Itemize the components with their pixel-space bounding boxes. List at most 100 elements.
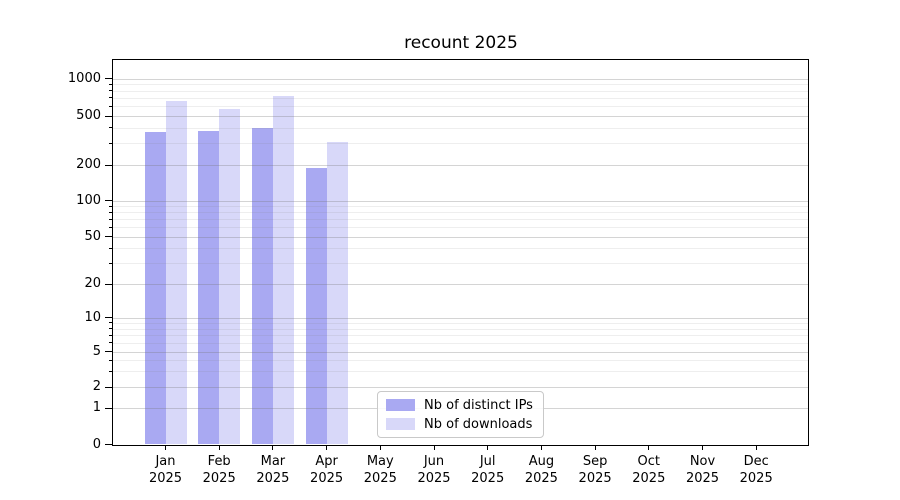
bar-downloads	[272, 95, 294, 445]
minor-gridline	[113, 212, 808, 214]
y-minor-tick	[109, 226, 112, 228]
y-minor-tick	[109, 370, 112, 372]
legend-item-downloads: Nb of downloads	[386, 416, 535, 432]
major-gridline	[113, 351, 808, 353]
bar-distinct-ips	[251, 127, 273, 445]
y-tick-label: 50	[84, 228, 101, 244]
y-minor-tick	[109, 105, 112, 107]
x-tick	[594, 444, 596, 450]
minor-gridline	[113, 84, 808, 86]
minor-gridline	[113, 322, 808, 324]
y-minor-tick	[109, 205, 112, 207]
legend: Nb of distinct IPs Nb of downloads	[377, 391, 544, 438]
major-gridline	[113, 284, 808, 285]
y-minor-tick	[109, 97, 112, 99]
minor-gridline	[113, 206, 808, 208]
x-tick	[218, 444, 220, 450]
major-gridline	[113, 116, 808, 117]
legend-swatch-distinct-ips	[386, 399, 415, 411]
y-tick	[105, 351, 112, 352]
x-tick	[540, 444, 542, 450]
y-tick-label: 5	[92, 343, 101, 359]
y-tick-label: 20	[84, 276, 101, 291]
legend-label-distinct-ips: Nb of distinct IPs	[424, 397, 533, 413]
major-gridline	[113, 165, 808, 166]
minor-gridline	[113, 127, 808, 129]
minor-gridline	[113, 335, 808, 337]
x-tick-label: Aug 2025	[524, 453, 558, 486]
major-gridline	[113, 317, 808, 319]
x-tick-label: Feb 2025	[202, 453, 236, 486]
y-minor-tick	[109, 218, 112, 220]
minor-gridline	[113, 342, 808, 344]
x-tick-label: Nov 2025	[685, 453, 720, 486]
minor-gridline	[113, 90, 808, 92]
y-minor-tick	[109, 127, 112, 129]
y-tick	[105, 115, 112, 117]
minor-gridline	[113, 360, 808, 362]
y-tick-label: 1	[92, 400, 101, 416]
x-tick	[648, 444, 650, 450]
y-tick	[105, 164, 112, 166]
y-minor-tick	[109, 211, 112, 213]
legend-label-downloads: Nb of downloads	[424, 416, 533, 432]
y-tick-label: 1000	[67, 70, 101, 86]
x-tick-label: Apr 2025	[310, 453, 344, 486]
x-tick	[487, 444, 489, 450]
x-tick-label: May 2025	[363, 453, 397, 486]
bar-distinct-ips	[198, 130, 220, 445]
y-minor-tick	[109, 322, 112, 324]
minor-gridline	[113, 97, 808, 99]
major-gridline	[113, 236, 808, 238]
y-tick	[105, 444, 112, 445]
x-tick-label: Mar 2025	[256, 453, 290, 486]
y-tick	[105, 236, 112, 238]
y-tick	[105, 200, 112, 202]
x-tick	[272, 444, 274, 450]
minor-gridline	[113, 227, 808, 229]
x-tick-label: Jun 2025	[417, 453, 451, 486]
y-minor-tick	[109, 342, 112, 344]
x-tick	[165, 444, 166, 450]
y-tick-label: 500	[76, 108, 101, 123]
bar-downloads	[165, 100, 187, 445]
chart-title: recount 2025	[404, 33, 518, 53]
minor-gridline	[113, 371, 808, 373]
minor-gridline	[113, 263, 808, 265]
y-minor-tick	[109, 328, 112, 330]
x-tick-label: Dec 2025	[739, 453, 773, 486]
x-tick	[326, 444, 328, 450]
bar-downloads	[326, 141, 348, 445]
major-gridline	[113, 387, 808, 389]
x-tick	[433, 444, 435, 450]
x-tick-label: Sep 2025	[578, 453, 612, 486]
minor-gridline	[113, 143, 808, 145]
bar-distinct-ips	[144, 132, 166, 445]
x-tick	[379, 444, 381, 450]
minor-gridline	[113, 219, 808, 221]
y-tick-label: 10	[84, 309, 101, 325]
major-gridline	[113, 78, 808, 80]
bar-downloads	[219, 108, 241, 445]
y-tick	[105, 78, 112, 79]
x-tick	[755, 444, 757, 450]
y-tick-label: 200	[76, 157, 101, 172]
minor-gridline	[113, 248, 808, 250]
x-tick-label: Oct 2025	[632, 453, 666, 486]
y-tick	[105, 386, 112, 388]
y-minor-tick	[109, 262, 112, 264]
y-tick	[105, 317, 112, 319]
y-minor-tick	[109, 359, 112, 361]
legend-swatch-downloads	[386, 418, 415, 430]
plot-area: 0 1 2 5 10 20 50 100 200 500 1000 Jan 2025 Feb 2025 M…	[68, 59, 809, 486]
x-tick-label: Jan 2025	[148, 453, 183, 486]
legend-item-distinct-ips: Nb of distinct IPs	[386, 397, 535, 413]
major-gridline	[113, 200, 808, 202]
y-tick-label: 100	[76, 192, 101, 208]
y-tick-label: 0	[92, 436, 101, 452]
x-tick	[702, 444, 703, 450]
x-tick-label: Jul 2025	[471, 453, 505, 486]
y-tick	[105, 283, 112, 285]
y-minor-tick	[109, 90, 112, 92]
